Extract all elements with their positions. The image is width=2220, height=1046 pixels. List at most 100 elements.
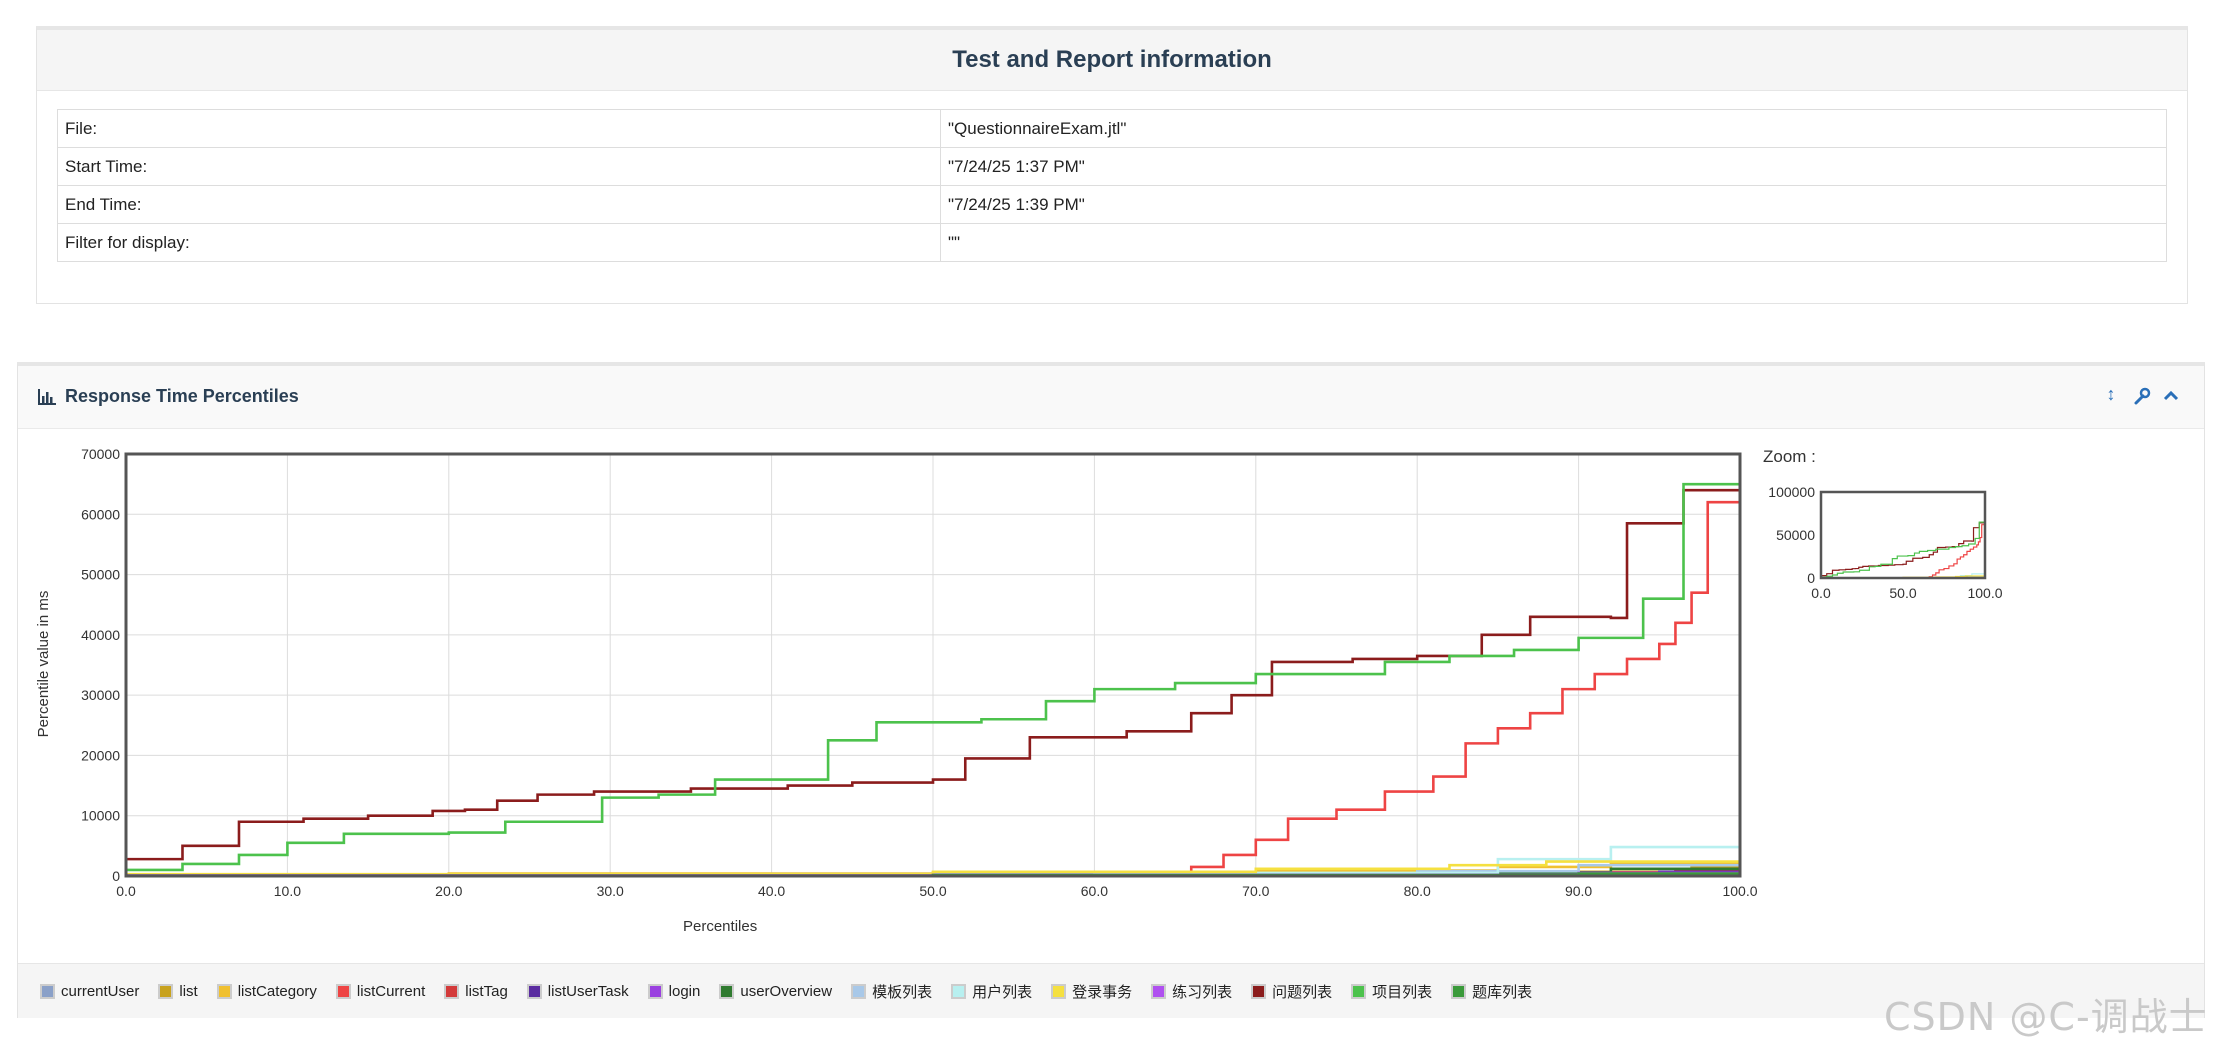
zoom-y-tick-label: 0 <box>1807 570 1815 586</box>
x-tick-label: 0.0 <box>116 883 136 899</box>
zoom-frame[interactable] <box>1819 490 1987 580</box>
legend-item-listCurrent[interactable]: listCurrent <box>335 982 426 1000</box>
legend-label: 模板列表 <box>872 983 933 1001</box>
legend-swatch <box>719 983 735 999</box>
legend-item-用户列表[interactable]: 用户列表 <box>951 981 1032 1002</box>
zoom-x-tick-label: 100.0 <box>1967 585 2002 601</box>
legend-label: 练习列表 <box>1172 983 1233 1001</box>
legend-item-listUserTask[interactable]: listUserTask <box>526 982 629 1000</box>
zoom-series-line-问题列表 <box>1821 522 1985 577</box>
legend-swatch <box>1051 983 1067 999</box>
legend-item-登录事务[interactable]: 登录事务 <box>1051 981 1132 1002</box>
legend-label: userOverview <box>740 982 833 1000</box>
x-tick-label: 20.0 <box>435 883 462 899</box>
zoom-series-line-listCurrent <box>1821 522 1986 579</box>
info-value: "QuestionnaireExam.jtl" <box>940 109 2167 148</box>
legend-label: 登录事务 <box>1072 983 1133 1001</box>
y-axis-label: Percentile value in ms <box>35 591 52 738</box>
legend-label: listCurrent <box>356 982 426 1000</box>
legend-label: list <box>179 982 198 1000</box>
legend-label: login <box>668 982 701 1000</box>
legend-label: listCategory <box>237 982 317 1000</box>
wrench-icon[interactable] <box>2131 384 2151 408</box>
legend-item-login[interactable]: login <box>647 982 701 1000</box>
legend-label: listUserTask <box>547 982 629 1000</box>
zoom-x-tick-label: 0.0 <box>1811 585 1831 601</box>
legend-item-问题列表[interactable]: 问题列表 <box>1251 981 1332 1002</box>
legend-label: 题库列表 <box>1472 983 1533 1001</box>
info-row-filter: Filter for display: "" <box>57 223 2167 262</box>
test-report-panel: Test and Report information File: "Quest… <box>36 26 2188 304</box>
legend-item-listTag[interactable]: listTag <box>444 983 508 1000</box>
x-tick-label: 100.0 <box>1722 883 1757 899</box>
legend-item-项目列表[interactable]: 项目列表 <box>1351 981 1432 1002</box>
x-axis-label: Percentiles <box>683 918 757 935</box>
y-tick-label: 30000 <box>81 687 120 703</box>
watermark: CSDN @C-调战士 <box>1884 995 2208 1039</box>
y-tick-label: 70000 <box>81 446 120 462</box>
legend-swatch <box>851 983 867 999</box>
zoom-y-tick-label: 100000 <box>1768 484 1815 500</box>
series-line-问题列表[interactable] <box>126 488 1740 861</box>
x-tick-label: 90.0 <box>1565 883 1592 899</box>
info-value: "" <box>940 223 2167 262</box>
y-tick-label: 0 <box>112 868 120 884</box>
info-row-file: File: "QuestionnaireExam.jtl" <box>57 109 2167 148</box>
series-line-登录事务[interactable] <box>126 854 1742 876</box>
legend-swatch <box>444 983 460 999</box>
info-value: "7/24/25 1:37 PM" <box>940 147 2167 186</box>
resize-icon[interactable]: ↕ <box>2106 384 2116 404</box>
legend-item-userOverview[interactable]: userOverview <box>719 983 832 1000</box>
legend-item-list[interactable]: list <box>158 982 198 1000</box>
legend-swatch <box>1451 983 1467 999</box>
legend-label: 问题列表 <box>1272 983 1333 1001</box>
legend-item-currentUser[interactable]: currentUser <box>40 983 139 1000</box>
legend-item-练习列表[interactable]: 练习列表 <box>1151 981 1232 1002</box>
info-key: Start Time: <box>57 147 941 186</box>
info-key: End Time: <box>57 185 941 224</box>
legend-swatch <box>526 983 542 999</box>
info-key: File: <box>57 109 941 148</box>
info-value: "7/24/25 1:39 PM" <box>940 185 2167 224</box>
y-tick-label: 60000 <box>81 506 120 522</box>
legend-swatch <box>647 983 663 999</box>
plot-frame <box>124 452 1742 878</box>
legend-item-模板列表[interactable]: 模板列表 <box>851 981 932 1002</box>
x-tick-label: 60.0 <box>1081 883 1108 899</box>
x-tick-label: 50.0 <box>919 883 946 899</box>
legend-label: currentUser <box>61 982 140 1000</box>
info-row-start-time: Start Time: "7/24/25 1:37 PM" <box>57 147 2167 186</box>
test-report-title: Test and Report information <box>952 46 1272 73</box>
y-tick-label: 10000 <box>81 808 120 824</box>
x-tick-label: 10.0 <box>274 883 301 899</box>
test-report-header: Test and Report information <box>37 30 2187 91</box>
legend-swatch <box>40 983 55 999</box>
chart-legend: currentUser list listCategory listCurrent li… <box>18 963 2204 1018</box>
x-tick-label: 80.0 <box>1404 883 1431 899</box>
y-tick-label: 50000 <box>81 567 120 583</box>
zoom-x-tick-label: 50.0 <box>1889 585 1916 601</box>
response-time-percentiles-panel: Response Time Percentiles ↕ 0 10000 20000 3… <box>17 362 2205 1018</box>
legend-swatch <box>1151 983 1167 999</box>
zoom-series-line-项目列表 <box>1821 521 1985 578</box>
x-tick-label: 40.0 <box>758 883 785 899</box>
percentiles-chart[interactable]: 0 10000 20000 30000 40000 50000 60000 70000 0.0… <box>18 366 2204 963</box>
legend-item-listCategory[interactable]: listCategory <box>216 982 317 1000</box>
legend-label: 用户列表 <box>972 983 1033 1001</box>
y-tick-label: 20000 <box>81 747 120 763</box>
legend-swatch <box>335 983 351 999</box>
series-line-listCurrent[interactable] <box>126 487 1742 877</box>
legend-swatch <box>158 983 174 999</box>
x-tick-label: 30.0 <box>597 883 624 899</box>
legend-label: listTag <box>465 982 508 1000</box>
y-tick-label: 40000 <box>81 627 120 643</box>
series-line-项目列表[interactable] <box>126 482 1740 872</box>
panel-title: Response Time Percentiles <box>65 386 299 406</box>
x-tick-label: 70.0 <box>1242 883 1269 899</box>
chevron-up-icon[interactable] <box>2161 384 2181 408</box>
zoom-y-tick-label: 50000 <box>1776 527 1815 543</box>
legend-item-题库列表[interactable]: 题库列表 <box>1451 981 1532 1002</box>
zoom-label: Zoom : <box>1763 447 1816 466</box>
test-report-table: File: "QuestionnaireExam.jtl" Start Time… <box>57 109 2167 262</box>
legend-swatch <box>951 983 967 999</box>
